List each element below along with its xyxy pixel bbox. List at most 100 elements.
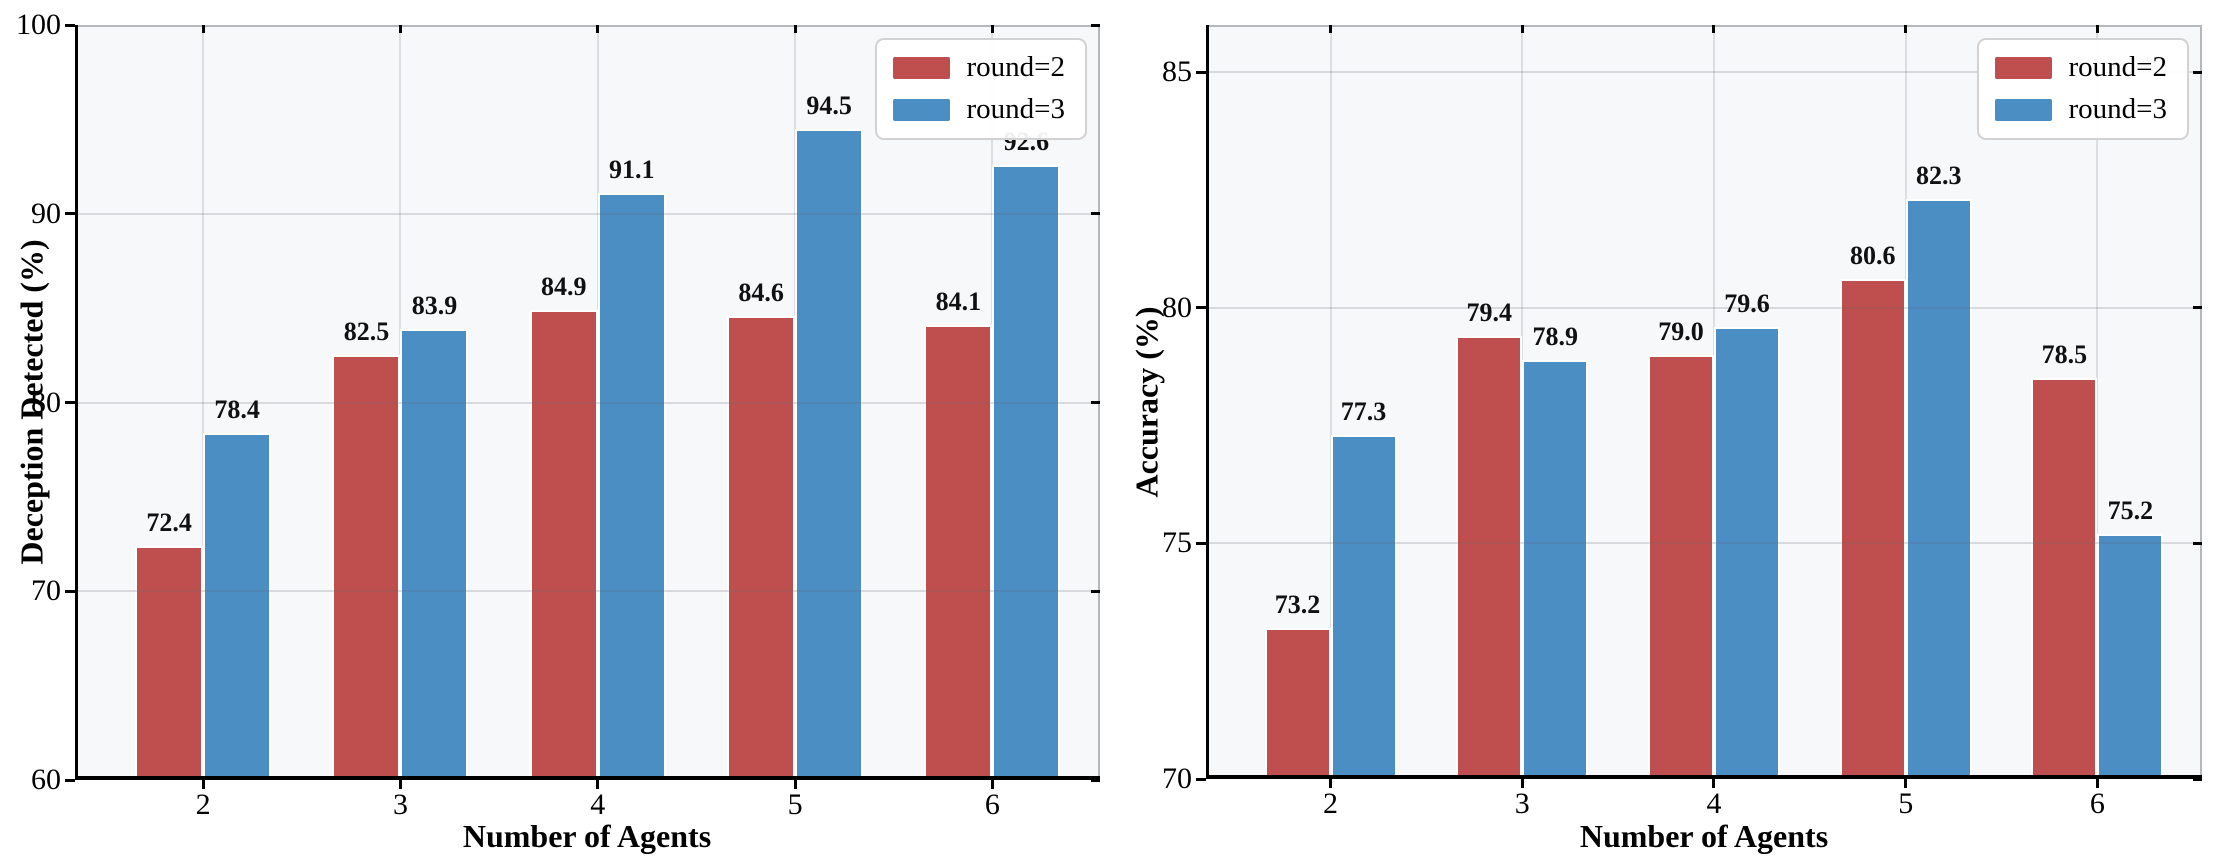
gridline-vertical: [202, 25, 205, 780]
y-tick-mark: [65, 23, 75, 27]
x-tick-mark: [1520, 779, 1524, 788]
bar-round-2-agents-2: [135, 545, 204, 780]
x-tick-label: 4: [1706, 787, 1722, 820]
plot-area: round=2 round=3 72.4 82.5 84.9 84.6 84.1 78.4…: [65, 23, 1100, 789]
y-tick-label: 100: [16, 8, 61, 41]
legend-swatch-round2: [893, 56, 951, 79]
bar-round-3-agents-2: [203, 432, 272, 780]
bar-value-label: 78.4: [214, 394, 260, 424]
y-tick-mark-right: [2193, 541, 2202, 545]
x-tick-label: 4: [590, 788, 606, 821]
bar-round-2-agents-5: [1839, 279, 1906, 779]
gridline-horizontal: [1206, 542, 2202, 545]
x-tick-mark-top: [990, 25, 994, 33]
x-tick-label: 3: [392, 788, 408, 821]
x-tick-mark: [2095, 779, 2099, 788]
bar-round-3-agents-3: [400, 328, 469, 780]
top-spine: [75, 25, 1100, 27]
y-tick-mark: [65, 212, 75, 216]
legend-label: round=2: [2068, 51, 2167, 83]
bar-round-3-agents-4: [1713, 326, 1780, 779]
x-tick-mark-top: [398, 25, 402, 33]
x-tick-label: 2: [1323, 787, 1338, 820]
y-tick-mark-right: [1091, 23, 1100, 27]
bar-value-label: 84.9: [541, 272, 587, 302]
x-tick-mark: [793, 780, 797, 789]
gridline-horizontal: [75, 590, 1100, 593]
x-tick-mark-top: [596, 25, 600, 33]
y-tick-label: 80: [31, 385, 61, 419]
y-tick-label: 70: [1162, 762, 1192, 795]
y-tick-label: 70: [31, 574, 61, 608]
y-tick-mark-right: [1091, 212, 1100, 216]
bar-round-3-agents-2: [1330, 435, 1397, 779]
bar-round-2-agents-2: [1264, 628, 1331, 779]
legend-label: round=3: [2068, 92, 2167, 125]
legend-swatch-round3: [1995, 98, 2053, 121]
y-tick-mark: [1196, 70, 1206, 74]
bar-value-label: 77.3: [1340, 397, 1387, 426]
y-tick-label: 60: [31, 763, 61, 796]
bar-value-label: 83.9: [411, 290, 458, 320]
x-tick-label: 3: [1514, 787, 1530, 820]
x-tick-mark-top: [2095, 25, 2099, 33]
legend: round=2 round=3: [875, 38, 1087, 140]
x-tick-mark-top: [793, 25, 797, 33]
gridline-horizontal: [1206, 306, 2202, 309]
y-tick-mark: [1196, 777, 1206, 781]
deception-detected-chart-panel: Deception Detected (%) round=2 round=3 7…: [0, 0, 1108, 867]
gridline-horizontal: [75, 401, 1100, 404]
top-spine: [1206, 25, 2202, 27]
y-tick-mark: [65, 401, 75, 404]
x-tick-mark-top: [201, 25, 205, 33]
y-tick-label: 80: [1162, 290, 1192, 324]
x-tick-mark: [1904, 779, 1908, 788]
bottom-spine: [75, 776, 1100, 780]
bar-round-2-agents-5: [727, 315, 796, 780]
bar-round-2-agents-4: [529, 310, 598, 780]
y-tick-label: 85: [1162, 55, 1192, 89]
legend-entry: round=3: [893, 93, 1065, 126]
bar-value-label: 79.4: [1466, 298, 1512, 328]
x-tick-mark: [990, 780, 994, 789]
bar-round-3-agents-6: [992, 164, 1061, 780]
x-tick-mark-top: [1520, 25, 1524, 33]
accuracy-chart-panel: Accuracy (%) round=2 round=3 73.2 79.4 79.…: [1109, 0, 2217, 867]
bar-value-label: 82.5: [343, 317, 390, 347]
left-spine: [1206, 25, 1209, 779]
x-tick-mark: [596, 780, 600, 789]
x-tick-label: 5: [787, 788, 803, 821]
y-tick-mark-right: [2193, 70, 2202, 74]
y-tick-mark-right: [2193, 306, 2202, 310]
y-tick-mark: [65, 589, 75, 593]
bar-round-3-agents-3: [1522, 359, 1589, 779]
x-tick-mark-top: [1904, 25, 1908, 33]
bar-round-3-agents-5: [1905, 199, 1972, 779]
x-tick-label: 6: [2089, 787, 2105, 820]
gridline-horizontal: [1206, 71, 2202, 74]
x-tick-mark: [201, 780, 205, 789]
bar-value-label: 84.6: [738, 277, 784, 307]
y-tick-mark-right: [1091, 778, 1100, 782]
y-tick-mark-right: [1091, 589, 1100, 593]
bar-value-label: 79.6: [1724, 288, 1770, 318]
y-tick-mark: [1196, 541, 1206, 545]
x-tick-mark-top: [1712, 25, 1716, 33]
bar-value-label: 72.4: [146, 507, 192, 537]
bar-round-2-agents-3: [332, 355, 401, 780]
y-tick-mark-right: [2193, 777, 2202, 781]
gridline-vertical: [1329, 25, 1332, 779]
right-spine: [2200, 25, 2202, 779]
gridline-horizontal: [75, 212, 1100, 215]
bar-round-2-agents-6: [924, 325, 993, 780]
bar-value-label: 73.2: [1274, 590, 1321, 620]
bottom-spine: [1206, 775, 2202, 779]
plot-area: round=2 round=3 73.2 79.4 79.0 80.6 78.5 77.3…: [1196, 25, 2202, 788]
y-tick-mark: [65, 778, 75, 782]
y-tick-label: 75: [1162, 526, 1192, 560]
x-tick-label: 2: [195, 788, 211, 821]
legend-swatch-round3: [893, 98, 951, 121]
legend-swatch-round2: [1995, 56, 2053, 79]
bar-round-3-agents-5: [795, 128, 864, 780]
